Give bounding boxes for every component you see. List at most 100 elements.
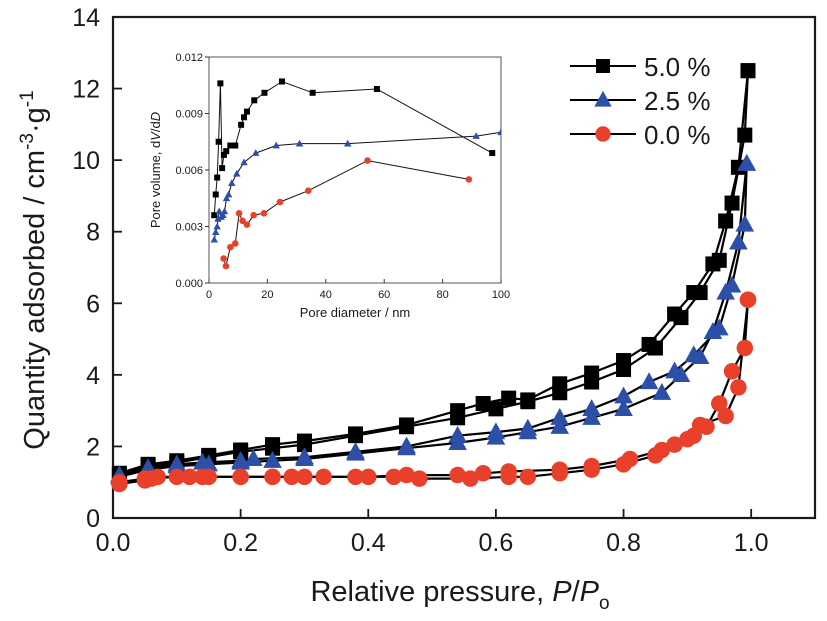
data-point xyxy=(136,470,154,487)
data-point xyxy=(582,399,601,416)
legend: 5.0 % 2.5 % 0.0 % xyxy=(570,52,711,150)
data-point xyxy=(360,468,377,486)
inset-y-tick-label: 0.009 xyxy=(175,109,203,121)
data-point xyxy=(263,450,282,468)
data-point xyxy=(244,449,263,467)
inset-data-point xyxy=(211,228,220,235)
inset-data-point xyxy=(241,114,248,121)
y-tick-label: 14 xyxy=(72,4,100,32)
series-circle xyxy=(111,291,757,493)
inset-data-point xyxy=(238,121,245,128)
data-point xyxy=(653,441,671,459)
data-point xyxy=(686,285,702,301)
inset-x-tick-label: 0 xyxy=(206,289,212,301)
data-point xyxy=(111,473,128,491)
legend-item: 0.0 % xyxy=(570,120,711,150)
inset-data-point xyxy=(224,190,233,198)
inset-y-tick-label: 0.012 xyxy=(175,52,203,64)
data-point xyxy=(737,127,753,143)
x-tick-label: 0.2 xyxy=(223,529,258,557)
data-point xyxy=(520,392,536,408)
y-tick-label: 2 xyxy=(86,433,100,461)
inset-data-point xyxy=(250,211,257,219)
inset-data-point xyxy=(228,179,236,187)
data-point xyxy=(730,379,747,396)
data-point xyxy=(735,214,755,232)
inset-data-point xyxy=(276,198,284,206)
data-point xyxy=(684,345,704,363)
inset-data-point xyxy=(243,221,251,228)
x-tick-label: 0.8 xyxy=(606,529,641,557)
data-point xyxy=(552,376,568,392)
y-tick-label: 12 xyxy=(72,76,100,104)
data-point xyxy=(488,401,504,417)
legend-item: 2.5 % xyxy=(570,86,711,116)
data-point xyxy=(264,468,281,486)
data-point xyxy=(518,418,538,436)
inset-series xyxy=(210,78,501,270)
inset-data-point xyxy=(220,207,229,215)
inset-data-point xyxy=(240,158,248,166)
data-point xyxy=(296,433,312,449)
data-point xyxy=(550,408,570,425)
legend-marker-square xyxy=(596,59,610,73)
data-point xyxy=(519,468,537,486)
inset-data-point xyxy=(227,243,234,251)
inset-data-point xyxy=(309,89,316,96)
data-point xyxy=(232,468,249,486)
main-x-axis-title: Relative pressure, P/Po xyxy=(310,576,609,614)
data-point xyxy=(296,468,313,486)
inset-data-point xyxy=(210,235,218,243)
data-point xyxy=(474,465,492,482)
data-point xyxy=(168,468,186,486)
legend-item: 5.0 % xyxy=(570,52,711,82)
legend-label: 5.0 % xyxy=(644,52,711,82)
inset-data-point xyxy=(223,148,230,155)
inset-series-circle xyxy=(220,157,473,270)
inset-x-tick-label: 80 xyxy=(436,289,448,301)
inset-data-point xyxy=(472,132,480,139)
data-point xyxy=(385,468,403,486)
adsorption-line xyxy=(119,163,748,478)
series-triangle xyxy=(110,153,757,484)
main-x-ticks: 0.0 0.2 0.4 0.6 0.8 1.0 xyxy=(96,509,769,557)
inset-x-tick-label: 20 xyxy=(261,289,273,301)
y-tick-label: 6 xyxy=(86,290,100,318)
inset-data-point xyxy=(295,139,304,147)
data-point xyxy=(737,153,757,171)
inset-y-axis-title: Pore volume, dV/dD xyxy=(148,112,163,228)
inset-y-tick-label: 0.006 xyxy=(175,165,203,177)
data-point xyxy=(665,361,684,379)
data-point xyxy=(167,454,187,472)
data-point xyxy=(462,470,479,487)
inset-data-point xyxy=(215,138,222,145)
inset-x-axis-title: Pore diameter / nm xyxy=(300,305,411,320)
data-point xyxy=(639,372,659,390)
data-point xyxy=(233,442,249,458)
inset-series-triangle xyxy=(210,128,501,243)
data-point xyxy=(193,452,212,470)
inset-data-point xyxy=(215,207,223,215)
data-point xyxy=(399,417,415,433)
inset-data-point xyxy=(211,212,218,219)
data-point xyxy=(501,390,517,406)
data-point xyxy=(723,363,741,380)
data-point xyxy=(265,437,281,453)
data-point xyxy=(315,468,332,486)
main-plot-frame xyxy=(111,15,817,520)
legend-label: 2.5 % xyxy=(644,86,711,116)
legend-label: 0.0 % xyxy=(644,120,711,150)
data-point xyxy=(711,395,728,412)
data-point xyxy=(718,213,734,229)
inset-data-point xyxy=(212,191,219,198)
data-point xyxy=(722,275,742,293)
data-point xyxy=(740,63,756,79)
data-point xyxy=(729,232,748,250)
data-point xyxy=(584,365,600,381)
data-point xyxy=(448,425,467,443)
inset-data-point xyxy=(231,240,239,247)
data-point xyxy=(641,336,657,352)
desorption-line xyxy=(119,163,748,477)
inset-data-point xyxy=(222,194,231,202)
